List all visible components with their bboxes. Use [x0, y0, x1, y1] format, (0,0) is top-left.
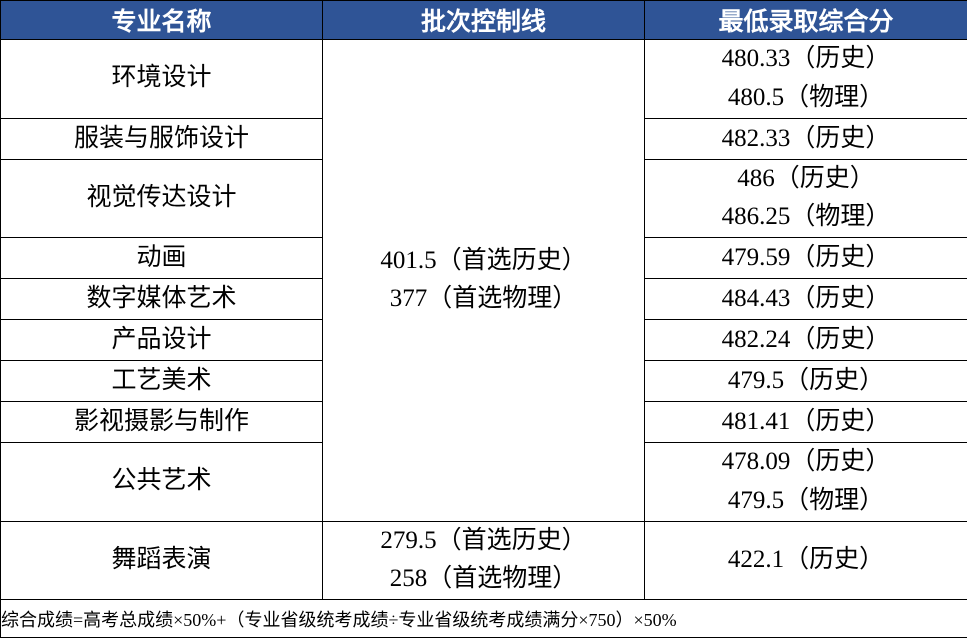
- score-line: 480.5（物理）: [645, 79, 967, 118]
- header-batch-control: 批次控制线: [323, 1, 645, 40]
- table-header-row: 专业名称 批次控制线 最低录取综合分: [1, 1, 967, 40]
- score-line: 480.33（历史）: [645, 40, 967, 79]
- table-row: 环境设计 401.5（首选历史） 377（首选物理） 480.33（历史） 48…: [1, 40, 967, 119]
- header-major-name: 专业名称: [1, 1, 323, 40]
- major-name-cell: 视觉传达设计: [1, 159, 323, 238]
- score-line: 422.1（历史）: [728, 546, 884, 573]
- min-score-cell: 422.1（历史）: [645, 521, 967, 600]
- control-line: 401.5（首选历史）: [323, 242, 644, 281]
- min-score-cell: 479.59（历史）: [645, 238, 967, 279]
- header-min-score: 最低录取综合分: [645, 1, 967, 40]
- batch-control-cell-group2: 279.5（首选历史） 258（首选物理）: [323, 521, 645, 600]
- admission-score-table: 专业名称 批次控制线 最低录取综合分 环境设计 401.5（首选历史） 377（…: [0, 0, 967, 638]
- min-score-cell: 484.43（历史）: [645, 279, 967, 320]
- score-line: 478.09（历史）: [645, 443, 967, 482]
- min-score-cell: 479.5（历史）: [645, 361, 967, 402]
- major-name-cell: 环境设计: [1, 40, 323, 119]
- major-name-cell: 产品设计: [1, 320, 323, 361]
- min-score-cell: 482.33（历史）: [645, 118, 967, 159]
- score-line: 486.25（物理）: [645, 198, 967, 237]
- min-score-cell: 486（历史） 486.25（物理）: [645, 159, 967, 238]
- score-line: 482.33（历史）: [722, 125, 891, 152]
- control-line: 279.5（首选历史）: [323, 522, 644, 561]
- score-line: 482.24（历史）: [722, 326, 891, 353]
- table-footer-row: 综合成绩=高考总成绩×50%+（专业省级统考成绩÷专业省级统考成绩满分×750）…: [1, 600, 967, 638]
- major-name-cell: 数字媒体艺术: [1, 279, 323, 320]
- score-line: 479.5（物理）: [645, 482, 967, 521]
- min-score-cell: 482.24（历史）: [645, 320, 967, 361]
- major-name-cell: 影视摄影与制作: [1, 402, 323, 443]
- batch-control-cell-group1: 401.5（首选历史） 377（首选物理）: [323, 40, 645, 522]
- min-score-cell: 481.41（历史）: [645, 402, 967, 443]
- major-name-cell: 公共艺术: [1, 443, 323, 522]
- major-name-cell: 工艺美术: [1, 361, 323, 402]
- score-line: 484.43（历史）: [722, 285, 891, 312]
- major-name-cell: 动画: [1, 238, 323, 279]
- min-score-cell: 478.09（历史） 479.5（物理）: [645, 443, 967, 522]
- score-line: 481.41（历史）: [722, 408, 891, 435]
- control-line: 258（首选物理）: [323, 560, 644, 599]
- footer-formula: 综合成绩=高考总成绩×50%+（专业省级统考成绩÷专业省级统考成绩满分×750）…: [1, 600, 967, 638]
- score-line: 479.59（历史）: [722, 244, 891, 271]
- major-name-cell: 服装与服饰设计: [1, 118, 323, 159]
- major-name-cell: 舞蹈表演: [1, 521, 323, 600]
- score-line: 479.5（历史）: [728, 367, 884, 394]
- control-line: 377（首选物理）: [323, 280, 644, 319]
- min-score-cell: 480.33（历史） 480.5（物理）: [645, 40, 967, 119]
- score-line: 486（历史）: [645, 160, 967, 199]
- table-row: 舞蹈表演 279.5（首选历史） 258（首选物理） 422.1（历史）: [1, 521, 967, 600]
